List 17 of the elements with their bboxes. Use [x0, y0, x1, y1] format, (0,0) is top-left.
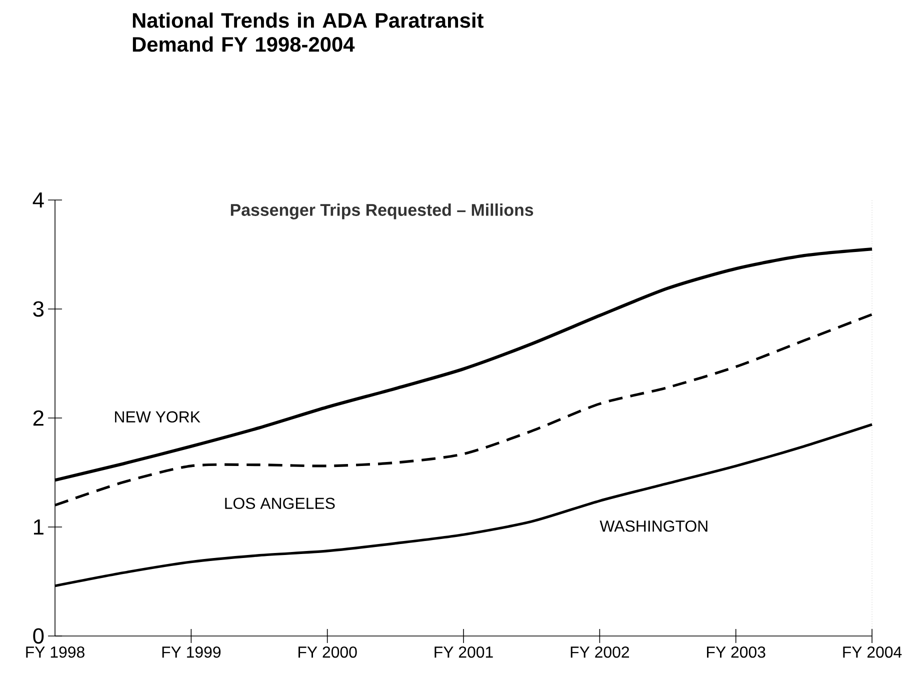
- y-tick-label: 0: [33, 628, 44, 644]
- chart-title: National Trends in ADA Paratransit Demand FY 1998-2004: [132, 12, 484, 52]
- y-tick-label: 1: [34, 519, 44, 535]
- x-tick-label: FY 2000: [298, 646, 357, 658]
- x-tick-label: FY 1999: [162, 646, 221, 658]
- y-tick-label: 3: [33, 301, 44, 317]
- x-tick-label: FY 1998: [26, 646, 84, 658]
- series-label: NEW YORK: [115, 411, 200, 423]
- x-tick-label: FY 2001: [434, 646, 493, 658]
- x-tick-label: FY 2002: [570, 646, 629, 658]
- series-label: WASHINGTON: [600, 520, 708, 532]
- x-tick-label: FY 2003: [707, 646, 766, 658]
- y-tick-label: 4: [32, 192, 44, 208]
- text: LOS ANGELES: [225, 498, 335, 509]
- x-tick-label: FY 2004: [843, 646, 902, 658]
- y-tick-label: 2: [33, 410, 44, 426]
- chart-subtitle: Passenger Trips Requested – Millions: [230, 204, 534, 220]
